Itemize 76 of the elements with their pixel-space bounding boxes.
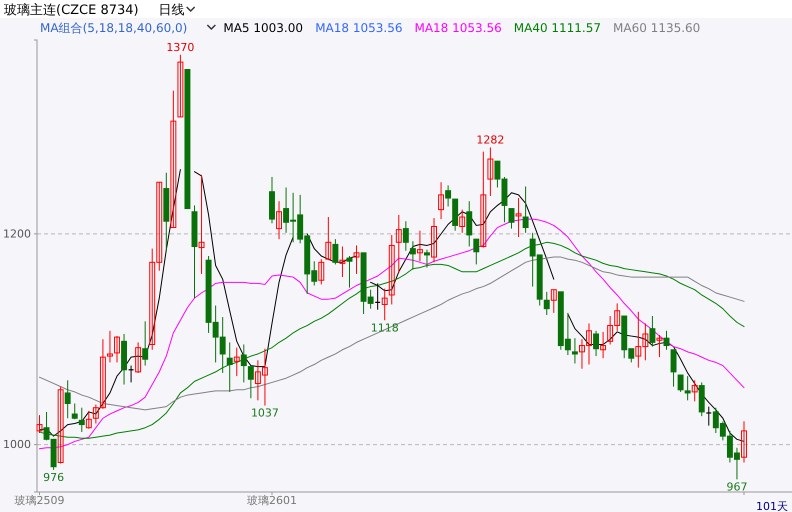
candlestick — [114, 336, 120, 363]
candlestick — [318, 258, 324, 285]
candlestick — [522, 186, 529, 234]
candlestick — [86, 410, 92, 430]
candlestick — [325, 216, 332, 261]
candlestick — [593, 330, 600, 357]
candlestick — [198, 174, 204, 274]
candlestick — [664, 330, 670, 350]
text: MA60 1135.60 — [613, 21, 700, 35]
y-tick-label: 1200 — [3, 227, 31, 240]
candlestick — [480, 151, 486, 248]
candlestick — [572, 338, 578, 364]
candlestick — [142, 320, 148, 366]
candlestick — [276, 200, 282, 240]
candlestick — [600, 331, 606, 359]
candlestick — [177, 54, 184, 118]
candlestick — [346, 255, 352, 288]
candlestick — [36, 414, 42, 434]
candlestick — [438, 182, 444, 220]
candlestick — [550, 289, 557, 314]
candlestick — [473, 238, 480, 265]
candlestick — [332, 238, 338, 265]
text: MA18 1053.56 — [414, 21, 502, 35]
text: 101天 — [756, 500, 788, 512]
candlestick — [424, 249, 430, 268]
candlestick — [516, 198, 522, 238]
candlestick — [684, 376, 691, 401]
candlestick — [656, 334, 662, 358]
text: MA40 1111.57 — [514, 21, 602, 35]
candlestick — [402, 220, 409, 252]
legend-label: MA18 1053.56 — [315, 21, 402, 35]
legend-title: MA组合(5,18,18,40,60,0) — [40, 21, 188, 35]
candlestick — [544, 291, 550, 316]
candlestick — [396, 214, 402, 274]
candlestick — [416, 230, 423, 262]
candlestick — [508, 208, 514, 230]
candlestick — [248, 366, 254, 399]
candlestick — [487, 146, 494, 196]
candlestick — [388, 234, 395, 305]
candlestick — [459, 209, 466, 234]
candlestick — [128, 365, 134, 383]
x-tick-label: 玻璃2509 — [14, 494, 64, 507]
annotation: 1037 — [250, 406, 279, 420]
candlestick — [678, 374, 684, 392]
candlestick — [58, 386, 64, 464]
candlestick — [78, 407, 85, 432]
annotation: 1282 — [476, 133, 504, 146]
candlestick — [135, 342, 142, 374]
candlestick — [339, 246, 346, 278]
candlestick — [670, 349, 677, 388]
y-tick-label: 1000 — [3, 438, 31, 452]
candlestick — [354, 244, 360, 274]
candlestick — [106, 330, 113, 363]
candlestick — [374, 282, 381, 310]
candlestick — [382, 288, 388, 321]
candlestick — [240, 344, 247, 383]
text: MA5 1003.00 — [223, 21, 303, 35]
candlestick — [445, 184, 452, 207]
candlestick — [72, 402, 78, 420]
x-tick-label: 玻璃2601 — [246, 494, 297, 507]
annotation: 1118 — [370, 321, 399, 334]
candlestick — [64, 380, 71, 419]
annotation: 1370 — [166, 40, 194, 54]
candlestick — [170, 90, 176, 228]
chart-title: 玻璃主连(CZCE 8734) — [4, 2, 139, 18]
candlestick — [431, 218, 437, 263]
candlestick — [410, 240, 416, 270]
candlestick — [649, 316, 656, 348]
annotation: 967 — [726, 480, 748, 494]
candlestick — [692, 380, 698, 402]
candlestick — [234, 347, 240, 377]
annotation: 976 — [43, 470, 64, 484]
candlestick — [741, 420, 747, 463]
candlestick — [466, 200, 472, 248]
candlestick — [226, 342, 233, 392]
chart-subtitle: 日线 — [158, 3, 185, 18]
